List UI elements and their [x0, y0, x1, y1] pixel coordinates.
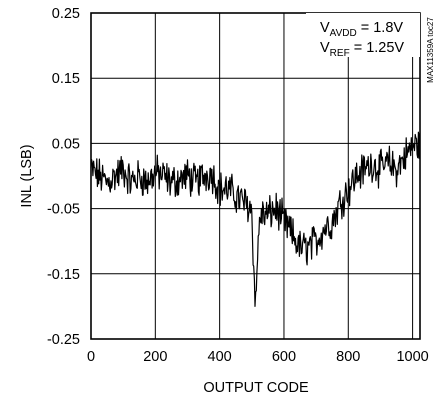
- y-tick-label: 0.15: [52, 71, 80, 87]
- figure-id: MAX11359A toc27: [426, 17, 435, 83]
- y-tick-label: -0.25: [47, 332, 80, 348]
- inl-series-line: [91, 132, 420, 306]
- x-tick-label: 800: [336, 349, 360, 365]
- x-tick-labels: 0 200 400 600 800 1000: [87, 349, 429, 365]
- x-tick-label: 400: [208, 349, 232, 365]
- x-tick-label: 0: [87, 349, 95, 365]
- x-tick-label: 200: [143, 349, 167, 365]
- y-axis-label: INL (LSB): [19, 144, 35, 207]
- y-tick-label: -0.05: [47, 202, 80, 218]
- y-tick-label: 0.25: [52, 6, 80, 22]
- x-axis-label: OUTPUT CODE: [203, 380, 309, 396]
- x-tick-label: 600: [272, 349, 296, 365]
- y-tick-label: -0.15: [47, 267, 80, 283]
- y-tick-labels: 0.25 0.15 0.05 -0.05 -0.15 -0.25: [47, 6, 80, 348]
- y-tick-label: 0.05: [52, 136, 80, 152]
- x-tick-label: 1000: [396, 349, 428, 365]
- series-layer: [91, 132, 420, 306]
